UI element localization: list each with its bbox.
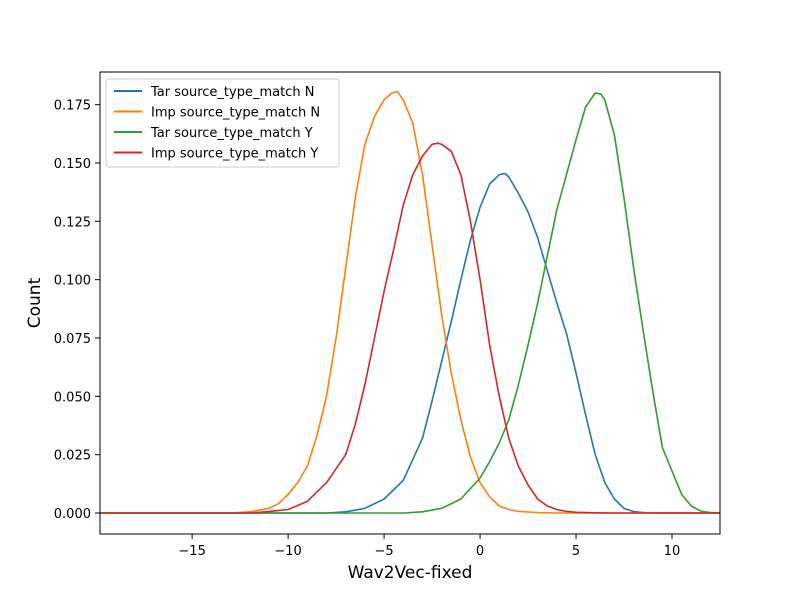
y-tick-label: 0.075 — [54, 332, 91, 347]
legend-label-2: Imp source_type_match N — [151, 106, 320, 121]
y-tick-label: 0.000 — [54, 507, 91, 522]
series-line-3 — [100, 92, 720, 514]
x-tick-label: 5 — [572, 544, 580, 559]
x-tick-label: −5 — [375, 544, 394, 559]
y-tick-label: 0.125 — [54, 215, 91, 230]
x-axis: −15 −10 −5 0 5 10 — [178, 534, 680, 559]
y-tick-label: 0.100 — [54, 274, 91, 289]
y-tick-label: 0.050 — [54, 390, 91, 405]
x-tick-label: 0 — [476, 544, 484, 559]
y-tick-label: 0.025 — [54, 449, 91, 464]
legend-label-1: Tar source_type_match N — [150, 85, 314, 100]
legend-box — [105, 78, 340, 168]
x-axis-label: Wav2Vec-fixed — [348, 563, 473, 583]
x-tick-label: 10 — [664, 544, 681, 559]
plot-frame — [99, 71, 721, 535]
series-line-4 — [100, 142, 720, 514]
legend: Tar source_type_match N Imp source_type_m… — [105, 78, 340, 168]
y-axis: 0.000 0.025 0.050 0.075 0.100 0.125 0.150 0.175 — [54, 99, 100, 522]
y-axis-label: Count — [25, 277, 45, 328]
x-tick-label: −10 — [274, 544, 301, 559]
series-line-2 — [100, 91, 720, 514]
legend-label-4: Imp source_type_match Y — [151, 147, 318, 162]
series-line-1 — [100, 172, 720, 514]
series-layer — [100, 91, 720, 514]
y-tick-label: 0.175 — [54, 99, 91, 114]
legend-label-3: Tar source_type_match Y — [150, 126, 313, 141]
x-tick-label: −15 — [178, 544, 205, 559]
y-tick-label: 0.150 — [54, 157, 91, 172]
